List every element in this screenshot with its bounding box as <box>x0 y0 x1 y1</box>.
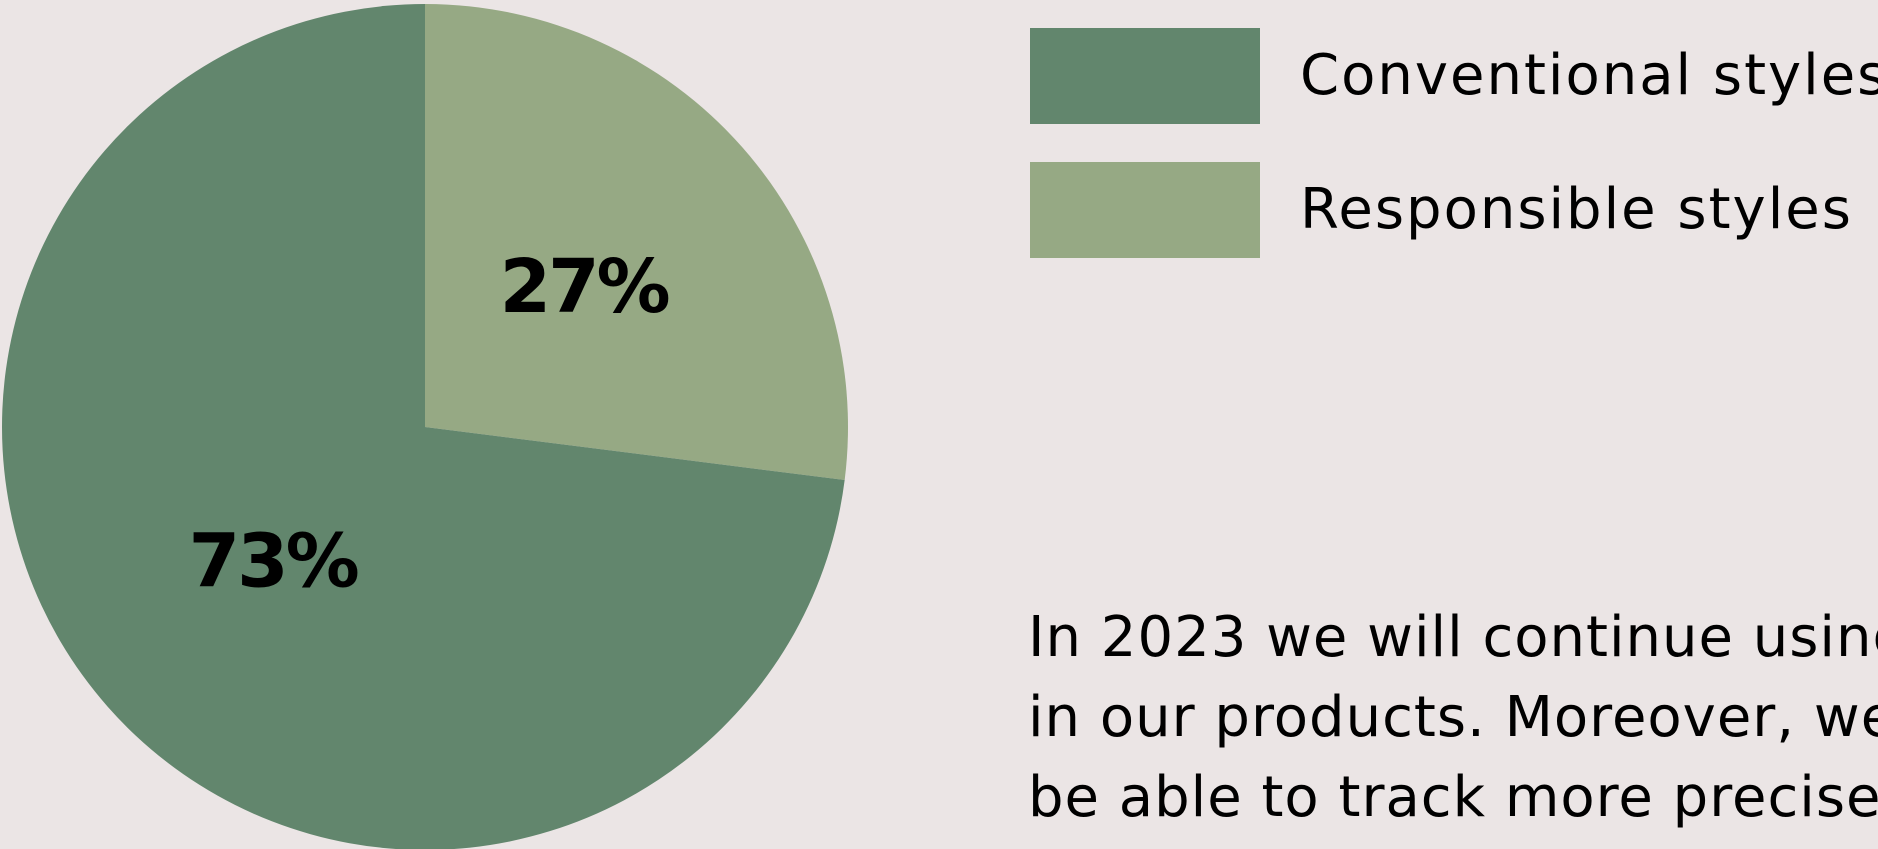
pie-slice-responsible-styles <box>425 4 848 480</box>
data-label-responsible-styles: 27% <box>500 244 669 330</box>
description-text: In 2023 we will continue using in our pr… <box>1028 598 1878 838</box>
data-label-conventional-styles: 73% <box>189 518 358 604</box>
legend-label-conventional: Conventional styles <box>1300 48 1878 104</box>
legend-label-responsible: Responsible styles <box>1300 182 1853 238</box>
chart-legend: Conventional styles Responsible styles <box>1030 28 1878 296</box>
legend-swatch-responsible <box>1030 162 1260 258</box>
description-line: in our products. Moreover, we <box>1028 678 1878 758</box>
legend-item-responsible: Responsible styles <box>1030 162 1878 258</box>
legend-item-conventional: Conventional styles <box>1030 28 1878 124</box>
description-line: be able to track more precise <box>1028 758 1878 838</box>
description-line: In 2023 we will continue using <box>1028 598 1878 678</box>
legend-swatch-conventional <box>1030 28 1260 124</box>
